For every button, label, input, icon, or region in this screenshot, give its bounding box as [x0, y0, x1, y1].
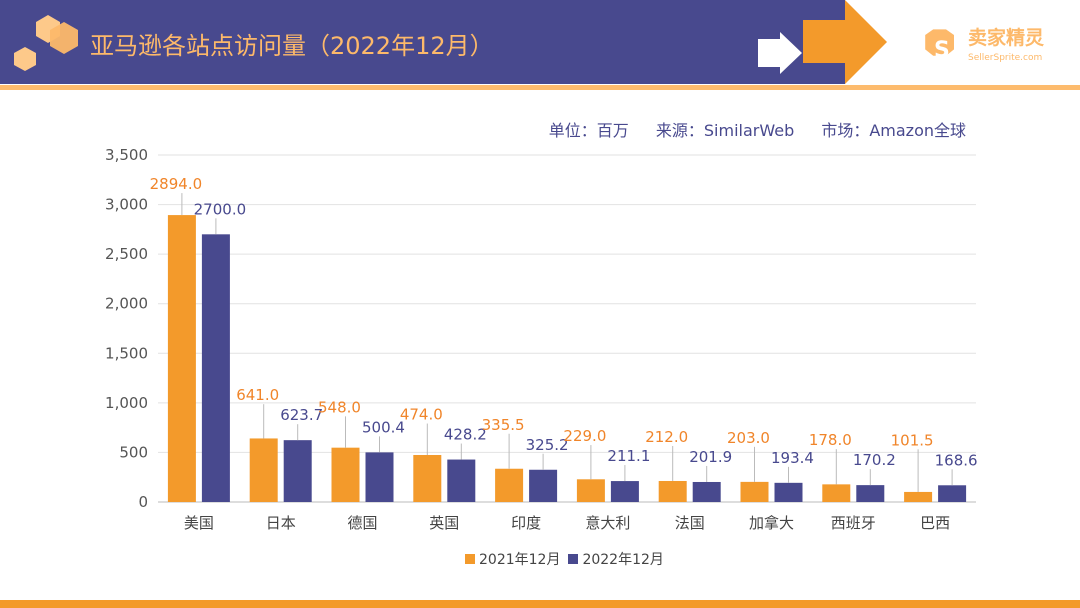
- y-tick-label: 2,000: [105, 295, 148, 313]
- page-title: 亚马逊各站点访问量（2022年12月）: [90, 32, 494, 60]
- bar: [740, 481, 769, 502]
- bar: [774, 482, 803, 502]
- legend: 2021年12月 2022年12月: [465, 549, 664, 569]
- x-tick-label: 意大利: [585, 514, 630, 532]
- bar: [331, 447, 360, 502]
- y-tick-label: 1,500: [105, 344, 148, 362]
- legend-item-2022: 2022年12月: [568, 549, 664, 569]
- data-label: 170.2: [853, 451, 896, 469]
- data-label: 2894.0: [150, 175, 203, 193]
- x-tick-label: 日本: [266, 514, 296, 532]
- data-label: 428.2: [444, 426, 487, 444]
- bar: [167, 215, 196, 502]
- data-label: 325.2: [526, 436, 569, 454]
- data-label: 2700.0: [194, 200, 247, 218]
- logo-subtext: SellerSprite.com: [968, 53, 1043, 63]
- bar: [529, 469, 558, 502]
- bar: [283, 440, 312, 502]
- data-label: 623.7: [280, 406, 323, 424]
- x-tick-label: 印度: [511, 514, 541, 532]
- data-label: 500.4: [362, 418, 405, 436]
- bar: [610, 481, 639, 502]
- x-tick-label: 西班牙: [831, 514, 876, 532]
- bar: [822, 484, 851, 502]
- y-tick-label: 0: [138, 493, 148, 511]
- header-banner: 亚马逊各站点访问量（2022年12月）: [0, 0, 845, 84]
- data-label: 168.6: [935, 451, 978, 469]
- unit-label: 单位：百万: [548, 121, 629, 140]
- data-label: 101.5: [891, 431, 934, 449]
- x-tick-label: 德国: [347, 514, 377, 532]
- source-label: 来源：SimilarWeb: [655, 121, 795, 140]
- market-label: 市场：Amazon全球: [821, 121, 966, 140]
- y-tick-label: 2,500: [105, 245, 148, 263]
- data-label: 201.9: [689, 448, 732, 466]
- x-tick-label: 巴西: [920, 514, 950, 532]
- bar: [365, 452, 394, 502]
- x-tick-label: 法国: [675, 514, 705, 532]
- data-label: 178.0: [809, 431, 852, 449]
- data-label: 641.0: [236, 386, 279, 404]
- x-tick-label: 美国: [184, 514, 214, 532]
- data-label: 203.0: [727, 429, 770, 447]
- hexagon-logo-icon: [14, 15, 78, 71]
- sellersprite-logo-icon: S: [925, 29, 954, 63]
- bar: [904, 491, 933, 502]
- bar: [201, 234, 230, 503]
- x-tick-label: 加拿大: [749, 514, 794, 532]
- bar: [495, 468, 524, 502]
- y-tick-label: 500: [119, 443, 148, 461]
- data-label: 335.5: [482, 416, 525, 434]
- bar: [692, 481, 721, 502]
- bar: [938, 485, 967, 502]
- footer-bar: [0, 600, 1080, 608]
- y-tick-label: 1,000: [105, 394, 148, 412]
- data-label: 474.0: [400, 406, 443, 424]
- data-label: 548.0: [318, 398, 361, 416]
- chart-subtitle: 单位：百万 来源：SimilarWeb 市场：Amazon全球: [527, 117, 966, 141]
- bar: [413, 455, 442, 502]
- data-label: 193.4: [771, 449, 814, 467]
- svg-text:S: S: [934, 38, 950, 63]
- y-tick-label: 3,500: [105, 146, 148, 164]
- data-label: 212.0: [645, 428, 688, 446]
- arrow-decoration-icon: [758, 0, 887, 84]
- bar: [249, 438, 278, 502]
- legend-item-2021: 2021年12月: [465, 549, 560, 569]
- bar: [447, 459, 476, 502]
- bar: [856, 485, 885, 502]
- divider: [0, 85, 1080, 90]
- data-label: 211.1: [607, 447, 650, 465]
- data-label: 229.0: [563, 427, 606, 445]
- logo-text: 卖家精灵: [968, 27, 1045, 49]
- bar: [658, 480, 687, 502]
- bar: [576, 479, 605, 502]
- y-tick-label: 3,000: [105, 196, 148, 214]
- x-tick-label: 英国: [429, 514, 459, 532]
